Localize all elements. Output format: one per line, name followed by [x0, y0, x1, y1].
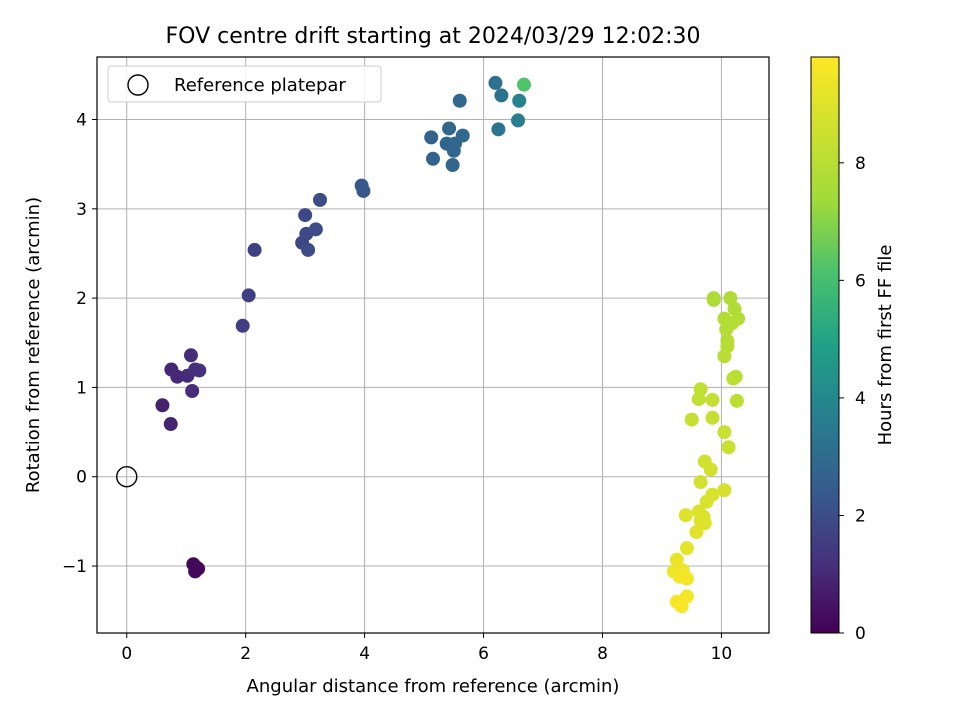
x-tick-label: 6: [478, 644, 489, 664]
data-point: [512, 93, 527, 108]
data-point: [703, 462, 718, 477]
data-point: [678, 508, 693, 523]
legend-box: [107, 65, 382, 103]
y-tick-label: 3: [76, 200, 87, 220]
data-point: [235, 318, 250, 333]
x-tick-label: 0: [121, 644, 132, 664]
x-axis-label: Angular distance from reference (arcmin): [247, 676, 620, 697]
colorbar-ticks: 0 2 4 6 8: [839, 154, 866, 644]
colorbar-gradient: [810, 56, 840, 634]
data-point: [356, 183, 371, 198]
legend: Reference platepar: [107, 65, 382, 103]
colorbar-tick-label: 2: [855, 506, 866, 526]
data-point: [442, 121, 457, 136]
colorbar-tick-label: 6: [855, 271, 866, 291]
data-points: [155, 75, 746, 614]
data-point: [426, 151, 440, 166]
data-point: [170, 369, 185, 384]
data-point: [691, 392, 706, 407]
x-tick-label: 10: [711, 644, 733, 664]
data-point: [689, 525, 704, 540]
grid-lines: [97, 57, 769, 633]
legend-marker: [127, 74, 149, 96]
data-point: [684, 412, 699, 427]
data-point: [163, 417, 178, 432]
data-point: [183, 348, 198, 363]
x-tick-label: 4: [359, 644, 370, 664]
reference-marker: [116, 466, 138, 488]
data-point: [455, 128, 470, 143]
data-point: [729, 393, 744, 408]
y-tick-label: 4: [76, 111, 87, 131]
data-point: [491, 122, 506, 137]
data-point: [717, 425, 732, 440]
data-point: [728, 369, 743, 384]
data-point: [494, 88, 509, 103]
data-point: [706, 292, 721, 307]
y-tick-label: 1: [76, 378, 87, 398]
x-tick-label: 2: [240, 644, 251, 664]
data-point: [298, 208, 313, 223]
data-point: [669, 552, 684, 567]
data-point: [693, 475, 708, 490]
data-point: [247, 242, 262, 257]
y-tick-label: 2: [76, 289, 87, 309]
data-point: [155, 398, 170, 413]
chart-title: FOV centre drift starting at 2024/03/29 …: [166, 24, 701, 49]
colorbar-tick-label: 4: [855, 389, 866, 409]
data-point: [452, 93, 467, 108]
y-tick-label: −1: [62, 557, 87, 577]
y-axis-label: Rotation from reference (arcmin): [23, 197, 44, 493]
data-point: [674, 599, 689, 614]
data-point: [717, 349, 732, 364]
reference-point: [116, 466, 138, 488]
data-point: [725, 316, 740, 331]
colorbar-tick-label: 0: [855, 624, 866, 644]
data-point: [699, 494, 714, 509]
data-point: [241, 288, 256, 303]
data-point: [721, 440, 736, 455]
data-point: [424, 130, 439, 145]
colorbar: 0 2 4 6 8 Hours from first FF file: [810, 56, 896, 644]
data-point: [445, 158, 460, 173]
y-axis-ticks: −1 0 1 2 3 4: [62, 111, 97, 577]
legend-label: Reference platepar: [174, 75, 346, 96]
data-point: [679, 541, 694, 556]
data-point: [516, 77, 531, 92]
data-point: [301, 242, 316, 257]
data-point: [679, 571, 694, 586]
y-tick-label: 0: [76, 468, 87, 488]
data-point: [705, 410, 720, 425]
data-point: [191, 561, 206, 576]
data-point: [511, 113, 526, 128]
data-point: [693, 513, 708, 528]
data-point: [705, 392, 720, 407]
data-point: [185, 383, 200, 398]
x-axis-ticks: 0 2 4 6 8 10: [121, 633, 732, 664]
data-point: [308, 222, 323, 237]
colorbar-tick-label: 8: [855, 154, 866, 174]
colorbar-label: Hours from first FF file: [875, 245, 896, 446]
data-point: [723, 291, 738, 306]
plot-frame: [96, 56, 770, 634]
data-point: [313, 192, 328, 207]
x-tick-label: 8: [597, 644, 608, 664]
data-point: [717, 483, 732, 498]
data-point: [192, 363, 207, 378]
data-point: [488, 75, 503, 90]
